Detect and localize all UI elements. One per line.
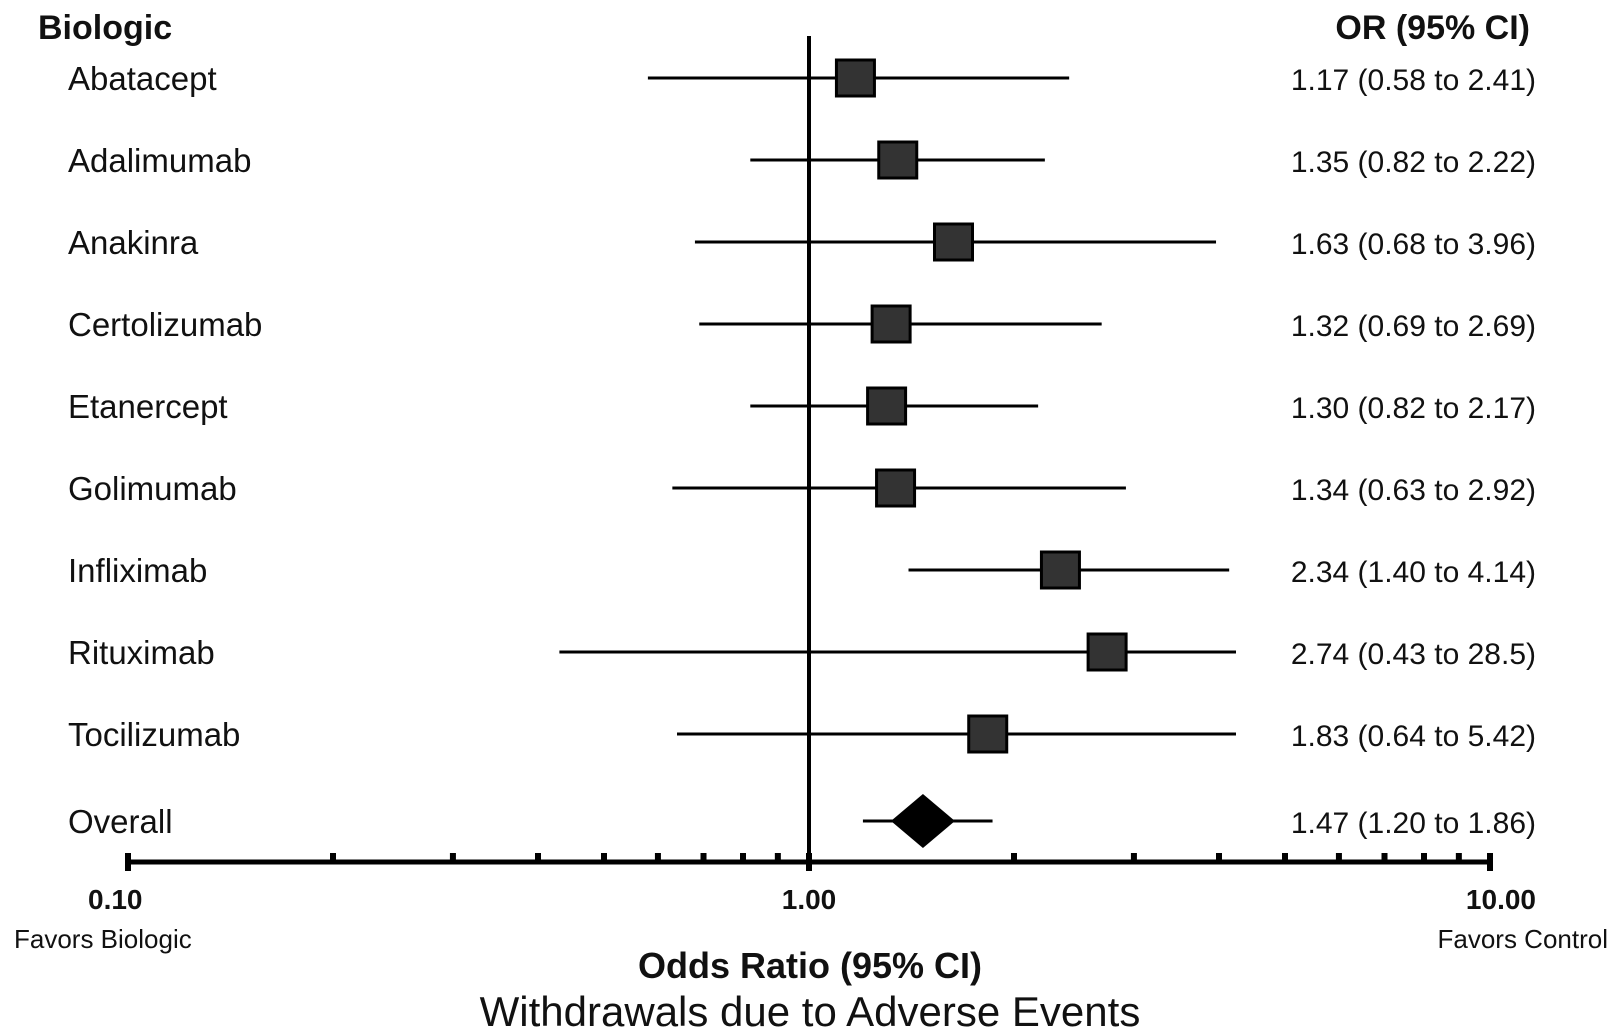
forest-row: Adalimumab 1.35 (0.82 to 2.22)	[68, 140, 1536, 180]
column-header-biologic: Biologic	[38, 9, 172, 47]
forest-row: Golimumab 1.34 (0.63 to 2.92)	[68, 468, 1536, 508]
x-minor-tick	[700, 853, 707, 862]
or-ci-value: 1.35 (0.82 to 2.22)	[1291, 146, 1536, 179]
column-header-or: OR (95% CI)	[1335, 9, 1530, 47]
rows-layer: Abatacept 1.17 (0.58 to 2.41) Adalimumab 1.…	[68, 58, 1536, 848]
favors-biologic-label: Favors Biologic	[14, 924, 192, 954]
row-label: Etanercept	[68, 388, 228, 425]
x-minor-tick	[535, 853, 542, 862]
point-estimate-square	[866, 386, 908, 426]
row-label: Rituximab	[68, 634, 215, 671]
x-minor-tick	[330, 853, 337, 862]
x-tick-label: 1.00	[782, 884, 837, 915]
forest-row: Abatacept 1.17 (0.58 to 2.41)	[68, 58, 1536, 98]
row-label: Anakinra	[68, 224, 199, 261]
row-label: Tocilizumab	[68, 716, 240, 753]
x-tick-label: 10.00	[1466, 884, 1536, 915]
x-minor-tick	[740, 853, 747, 862]
forest-row: Anakinra 1.63 (0.68 to 3.96)	[68, 222, 1536, 262]
x-minor-tick	[1216, 853, 1223, 862]
row-label: Adalimumab	[68, 142, 251, 179]
or-ci-value: 1.30 (0.82 to 2.17)	[1291, 392, 1536, 425]
x-minor-tick	[449, 853, 456, 862]
point-estimate-square	[877, 140, 919, 180]
row-label: Certolizumab	[68, 306, 262, 343]
forest-row: Etanercept 1.30 (0.82 to 2.17)	[68, 386, 1536, 426]
forest-row: Overall 1.47 (1.20 to 1.86)	[68, 794, 1536, 848]
pooled-estimate-diamond	[890, 794, 955, 848]
x-minor-tick	[774, 853, 781, 862]
x-minor-tick	[600, 853, 607, 862]
point-estimate-square	[967, 714, 1009, 754]
row-label: Golimumab	[68, 470, 237, 507]
x-axis-title: Odds Ratio (95% CI)	[638, 945, 982, 986]
x-minor-tick	[1381, 853, 1388, 862]
forest-row: Certolizumab 1.32 (0.69 to 2.69)	[68, 304, 1536, 344]
or-ci-value: 2.74 (0.43 to 28.5)	[1291, 638, 1536, 671]
or-ci-value: 1.17 (0.58 to 2.41)	[1291, 64, 1536, 97]
or-ci-value: 2.34 (1.40 to 4.14)	[1291, 556, 1536, 589]
forest-row: Tocilizumab 1.83 (0.64 to 5.42)	[68, 714, 1536, 754]
point-estimate-square	[1086, 632, 1128, 672]
or-ci-value: 1.83 (0.64 to 5.42)	[1291, 720, 1536, 753]
or-ci-value: 1.47 (1.20 to 1.86)	[1291, 807, 1536, 840]
row-label: Infliximab	[68, 552, 207, 589]
x-tick-label: 0.10	[88, 884, 143, 915]
x-minor-tick	[1281, 853, 1288, 862]
point-estimate-square	[875, 468, 917, 508]
x-minor-tick	[654, 853, 661, 862]
or-ci-value: 1.63 (0.68 to 3.96)	[1291, 228, 1536, 261]
point-estimate-square	[870, 304, 912, 344]
x-minor-tick	[1421, 853, 1428, 862]
or-ci-value: 1.34 (0.63 to 2.92)	[1291, 474, 1536, 507]
point-estimate-square	[932, 222, 974, 262]
row-label: Overall	[68, 803, 173, 840]
or-ci-value: 1.32 (0.69 to 2.69)	[1291, 310, 1536, 343]
chart-title: Withdrawals due to Adverse Events	[480, 988, 1141, 1033]
forest-row: Rituximab 2.74 (0.43 to 28.5)	[68, 632, 1536, 672]
x-minor-tick	[1335, 853, 1342, 862]
x-minor-tick	[1455, 853, 1462, 862]
row-label: Abatacept	[68, 60, 217, 97]
favors-control-label: Favors Control	[1438, 924, 1609, 954]
x-minor-tick	[1011, 853, 1018, 862]
x-minor-tick	[1130, 853, 1137, 862]
point-estimate-square	[1039, 550, 1081, 590]
axis-layer: 0.10 1.00 10.00	[88, 36, 1536, 915]
forest-row: Infliximab 2.34 (1.40 to 4.14)	[68, 550, 1536, 590]
point-estimate-square	[834, 58, 876, 98]
